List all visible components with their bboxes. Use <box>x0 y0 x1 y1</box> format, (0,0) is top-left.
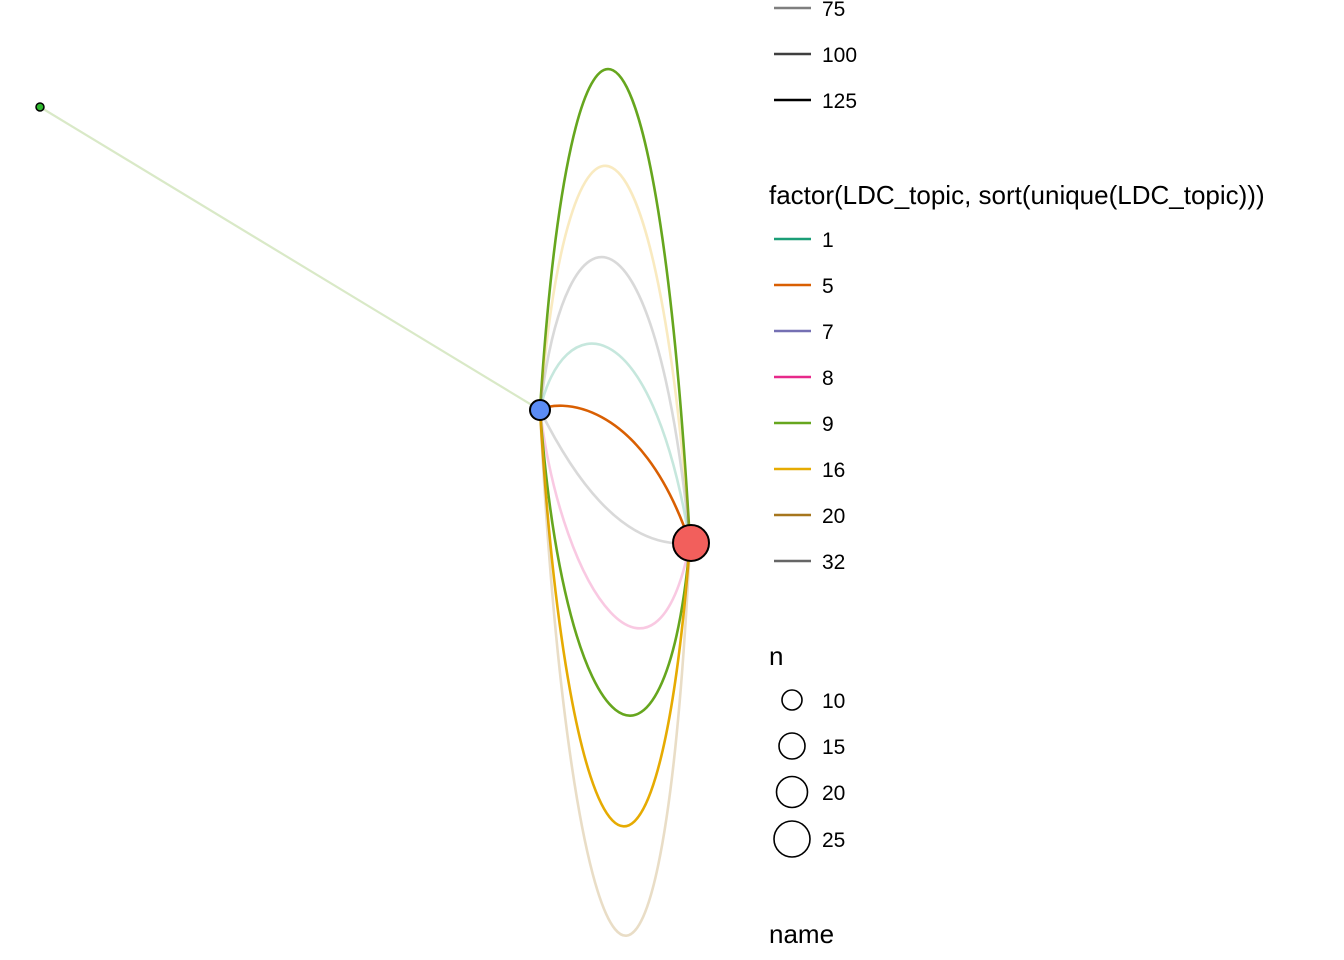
legend-n-key-10 <box>781 689 803 711</box>
legend-topic-label-8: 8 <box>822 367 834 390</box>
legend-n-key-25 <box>773 820 811 858</box>
legend-topic-label-7: 7 <box>822 321 834 344</box>
legend-name-title: name <box>769 919 834 949</box>
legend-n-label-25: 25 <box>822 829 845 852</box>
legend-n-title: n <box>769 641 783 671</box>
edge-arc-topic-16-bottom <box>538 409 692 828</box>
legend-name: name <box>769 919 834 949</box>
legend-topic-label-20: 20 <box>822 505 845 528</box>
legend-n-label-20: 20 <box>822 782 845 805</box>
edge-arc-topic-1 <box>538 342 692 544</box>
edge-arc-topic-9-bottom <box>538 409 692 717</box>
edges-layer <box>39 68 692 937</box>
edge-arc-topic-20 <box>538 409 692 937</box>
legend-topic-label-16: 16 <box>822 459 845 482</box>
legend: 75 100 125 factor(LDC_topic, sort(unique… <box>769 0 1265 949</box>
legend-topic-label-32: 32 <box>822 551 845 574</box>
legend-width-label-75: 75 <box>822 0 845 21</box>
legend-topic-title: factor(LDC_topic, sort(unique(LDC_topic)… <box>769 180 1265 210</box>
node-left <box>35 102 45 112</box>
node-right <box>672 524 710 562</box>
legend-n: n 10 15 20 25 <box>769 641 845 858</box>
edge-arc-topic-32-lower <box>538 409 691 545</box>
node-middle <box>529 399 551 421</box>
edge-arc-topic-16-top <box>538 164 692 544</box>
legend-topic-label-9: 9 <box>822 413 834 436</box>
legend-width-label-125: 125 <box>822 90 857 113</box>
legend-n-label-10: 10 <box>822 690 845 713</box>
legend-n-key-20 <box>775 775 809 809</box>
legend-topic-label-1: 1 <box>822 229 834 252</box>
edge-arc-topic-8 <box>538 409 692 630</box>
legend-n-key-15 <box>778 732 806 760</box>
legend-topic-label-5: 5 <box>822 275 834 298</box>
edge-left-to-middle <box>39 106 541 411</box>
legend-width-label-100: 100 <box>822 44 857 67</box>
edge-arc-topic-32-top <box>538 256 692 544</box>
legend-width: 75 100 125 <box>774 0 857 113</box>
edge-arc-topic-9-top <box>538 68 692 544</box>
legend-n-label-15: 15 <box>822 736 845 759</box>
legend-topic: factor(LDC_topic, sort(unique(LDC_topic)… <box>769 180 1265 574</box>
edge-arc-topic-5 <box>539 404 692 544</box>
nodes-layer <box>35 102 710 562</box>
